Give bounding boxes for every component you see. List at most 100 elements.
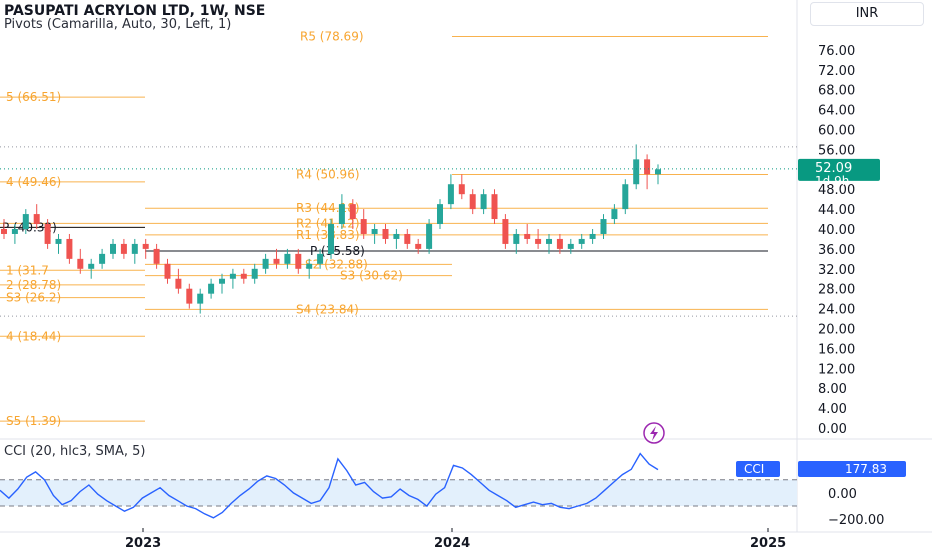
candle-body	[633, 159, 640, 185]
price-tick-label: 32.00	[818, 263, 855, 278]
candle-body	[186, 288, 193, 304]
cci-line	[0, 452, 659, 519]
candle-body	[644, 159, 651, 175]
candle-body	[328, 224, 334, 254]
candle-body	[360, 219, 367, 234]
candle-body	[655, 169, 661, 175]
currency-selector[interactable]: INR	[810, 2, 924, 26]
candle-body	[458, 184, 465, 195]
candle-body	[99, 253, 106, 264]
candle-body	[426, 224, 433, 249]
candle-body	[22, 214, 29, 229]
candle-body	[404, 233, 411, 244]
candle-body	[262, 258, 269, 269]
pivot-label: S3 (30.62)	[340, 269, 403, 283]
lightning-icon	[650, 426, 658, 441]
candle-body	[306, 263, 313, 269]
candle-body	[164, 263, 171, 279]
candle-body	[120, 243, 127, 254]
cci-badge-label-box	[736, 461, 780, 477]
price-tick-label: 16.00	[818, 342, 855, 357]
price-tick-label: 56.00	[818, 143, 855, 158]
pivots-indicator-title[interactable]: Pivots (Camarilla, Auto, 30, Left, 1)	[4, 17, 232, 32]
candle-body	[229, 273, 236, 279]
candle-body	[219, 278, 225, 284]
candle-body	[556, 238, 563, 249]
pivot-label: S3 (26.2)	[6, 291, 61, 305]
price-tick-label: 48.00	[818, 183, 855, 198]
pivot-label: S4 (23.84)	[296, 302, 359, 316]
candle-body	[437, 204, 443, 225]
price-badge	[798, 158, 880, 181]
price-tick-label: 72.00	[818, 64, 855, 79]
time-tick-label: 2024	[434, 536, 470, 550]
cci-badge-label: CCI	[744, 462, 764, 476]
pivot-label: 5 (66.51)	[6, 90, 61, 104]
cci-tick-label: −200.00	[828, 513, 884, 528]
candle-body	[371, 229, 378, 234]
candle-body	[208, 283, 215, 294]
price-tick-label: 24.00	[818, 303, 855, 318]
pivot-label: S5 (1.39)	[6, 414, 61, 428]
pivot-label: 1 (31.7	[6, 263, 49, 277]
candle-body	[567, 243, 574, 249]
pivot-label: R4 (50.96)	[296, 167, 360, 181]
candle-body	[153, 248, 160, 264]
candle-body	[513, 233, 520, 244]
cci-band	[0, 479, 797, 506]
cci-tick-label: 0.00	[828, 487, 857, 502]
price-tick-label: 28.00	[818, 283, 855, 298]
candle-body	[44, 224, 51, 244]
candle-body	[611, 209, 618, 220]
time-tick-label: 2023	[125, 536, 161, 550]
candle-body	[491, 194, 498, 220]
cci-badge-value: 177.83	[845, 462, 887, 476]
candle-body	[524, 233, 531, 239]
candle-body	[622, 184, 629, 210]
chart-title[interactable]: PASUPATI ACRYLON LTD, 1W, NSE	[4, 3, 266, 19]
candle-body	[240, 273, 247, 279]
pivot-label: R5 (78.69)	[300, 30, 364, 44]
candle-body	[66, 238, 73, 259]
price-tick-label: 40.00	[818, 223, 855, 238]
candle-body	[469, 194, 476, 210]
time-tick-label: 2025	[750, 536, 786, 550]
candle-body	[1, 229, 7, 234]
candle-body	[589, 233, 596, 239]
price-tick-label: 12.00	[818, 362, 855, 377]
pivot-label: 4 (18.44)	[6, 329, 61, 343]
candle-body	[11, 229, 18, 234]
candle-body	[317, 253, 324, 264]
pivot-label: R1 (38.83)	[296, 228, 360, 242]
candle-body	[273, 258, 280, 264]
candle-body	[175, 278, 182, 289]
price-tick-label: 4.00	[818, 402, 847, 417]
price-tick-label: 64.00	[818, 104, 855, 119]
candle-body	[295, 253, 302, 269]
pivot-label: P (35.58)	[310, 244, 365, 258]
price-tick-label: 8.00	[818, 382, 847, 397]
candle-body	[55, 238, 62, 244]
price-badge-countdown: 1d 9h	[815, 174, 849, 188]
candle-body	[578, 238, 585, 244]
candle-body	[131, 243, 138, 254]
candle-body	[447, 184, 454, 205]
candle-body	[546, 238, 552, 244]
price-badge-value: 52.09	[815, 161, 852, 176]
candle-body	[33, 214, 40, 225]
price-tick-label: 68.00	[818, 84, 855, 99]
candle-body	[382, 229, 389, 239]
candle-body	[535, 238, 542, 244]
candle-body	[600, 219, 607, 234]
candle-body	[349, 204, 356, 220]
cci-indicator-title[interactable]: CCI (20, hlc3, SMA, 5)	[4, 444, 146, 459]
price-tick-label: 0.00	[818, 422, 847, 437]
candle-body	[197, 293, 204, 304]
candle-body	[480, 194, 487, 210]
candle-body	[393, 233, 400, 239]
price-tick-label: 36.00	[818, 243, 855, 258]
candle-body	[502, 219, 509, 244]
candle-body	[338, 204, 345, 225]
